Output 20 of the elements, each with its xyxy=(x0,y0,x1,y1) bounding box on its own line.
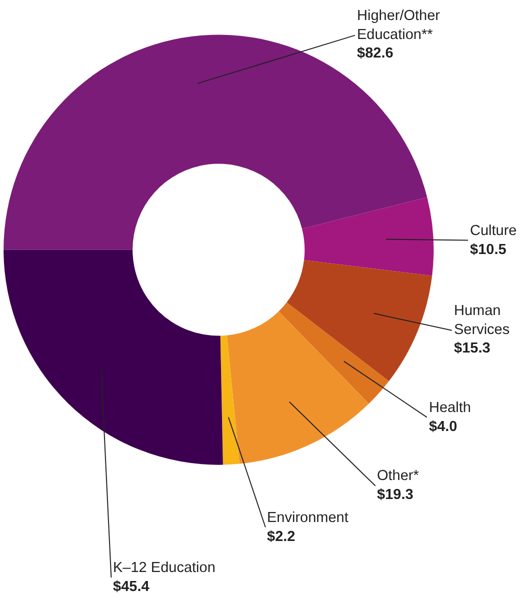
slice-label: Human Services xyxy=(454,303,510,338)
slice-label: Higher/Other Education** xyxy=(357,8,440,43)
slice-label: K–12 Education xyxy=(113,560,216,576)
donut-slice xyxy=(4,250,223,465)
slice-label: Other* xyxy=(377,468,420,484)
slice-label: Environment xyxy=(267,510,348,526)
data-label: $82.6 xyxy=(357,46,394,62)
data-label: $45.4 xyxy=(113,578,150,595)
donut-slice xyxy=(302,197,434,276)
data-label: $19.3 xyxy=(377,486,414,503)
donut-slice xyxy=(226,311,369,464)
donut-slice xyxy=(278,302,389,404)
data-label: $4.0 xyxy=(429,418,458,435)
data-label: $10.5 xyxy=(470,242,506,258)
slice-label: Health xyxy=(429,400,471,416)
donut-slice xyxy=(286,260,432,382)
slice-label: Culture xyxy=(470,223,517,239)
data-label: $2.2 xyxy=(267,528,296,545)
data-label: $15.3 xyxy=(454,340,490,357)
donut-slice xyxy=(220,335,240,465)
